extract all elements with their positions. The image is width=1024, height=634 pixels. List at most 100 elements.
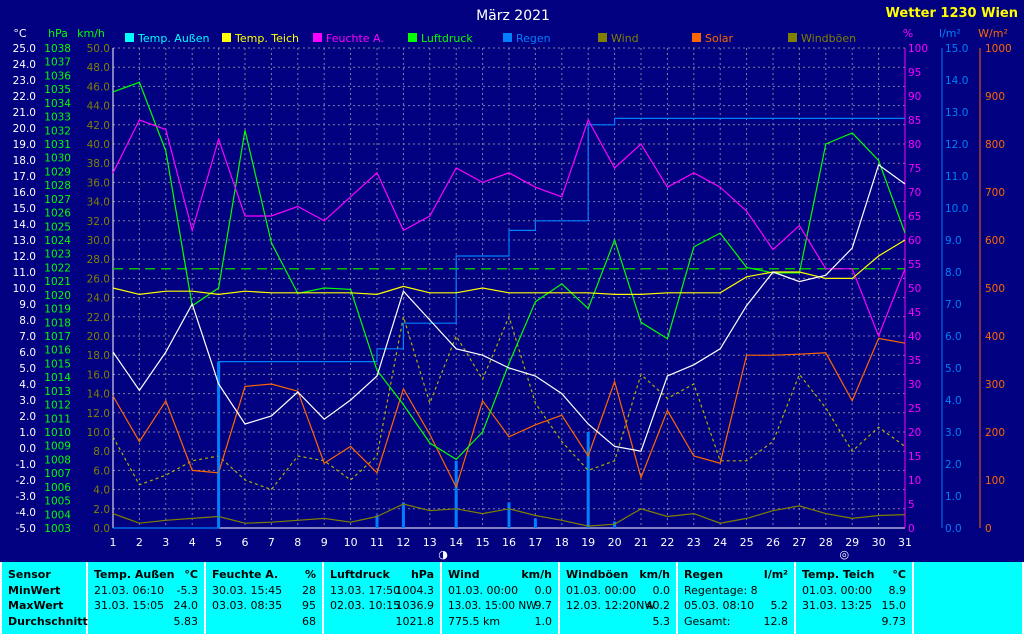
y-tick-percent: 15 bbox=[908, 451, 921, 463]
legend-label: Luftdruck bbox=[421, 32, 473, 45]
stats-min-time: 30.03. 15:45 bbox=[212, 584, 283, 597]
y-tick-celsius: -4.0 bbox=[16, 507, 37, 519]
y-tick-lm2: 15.0 bbox=[945, 43, 968, 55]
legend-swatch bbox=[598, 33, 607, 42]
x-tick-label: 14 bbox=[449, 536, 463, 549]
y-tick-lm2: 2.0 bbox=[945, 459, 962, 471]
y-tick-wm2: 0 bbox=[985, 523, 992, 535]
y-tick-hpa: 1024 bbox=[44, 235, 71, 247]
y-tick-celsius: 24.0 bbox=[13, 59, 36, 71]
rain-bar bbox=[586, 432, 590, 528]
x-tick-label: 18 bbox=[555, 536, 569, 549]
rain-bar bbox=[375, 515, 379, 528]
stats-avg-value: 9.73 bbox=[881, 615, 907, 628]
x-tick-label: 22 bbox=[660, 536, 674, 549]
x-tick-label: 12 bbox=[396, 536, 410, 549]
y-tick-wm2: 900 bbox=[985, 91, 1005, 103]
stats-min-value: 0.0 bbox=[534, 584, 553, 597]
x-tick-label: 29 bbox=[845, 536, 859, 549]
legend-label: Regen bbox=[516, 32, 551, 45]
y-tick-celsius: 3.0 bbox=[19, 395, 36, 407]
stats-min-value: -5.3 bbox=[176, 584, 198, 597]
x-tick-label: 11 bbox=[370, 536, 384, 549]
weather-chart: -5.0 -4.0 -3.0 -2.0 -1.0 0.0 1.0 2.0 3.0 4.0 5.0 6.… bbox=[13, 6, 1018, 561]
legend-swatch bbox=[788, 33, 797, 42]
stats-column-wind: Wind km/h 01.03. 00:00 0.0 13.03. 15:00 … bbox=[442, 562, 558, 634]
x-tick-label: 16 bbox=[502, 536, 516, 549]
y-tick-percent: 0 bbox=[908, 523, 915, 535]
y-tick-hpa: 1015 bbox=[44, 358, 71, 370]
stats-max-time: 03.03. 08:35 bbox=[212, 599, 283, 612]
stats-avg-value: 5.3 bbox=[652, 615, 671, 628]
stats-max-time: 02.03. 10:15 bbox=[330, 599, 401, 612]
stats-unit: °C bbox=[892, 568, 906, 581]
series-line-solar bbox=[112, 337, 906, 489]
x-tick-label: 6 bbox=[242, 536, 249, 549]
x-tick-label: 2 bbox=[136, 536, 143, 549]
stats-column-empty bbox=[914, 562, 1022, 634]
y-tick-hpa: 1006 bbox=[44, 482, 71, 494]
y-tick-percent: 10 bbox=[908, 475, 921, 487]
rain-bar bbox=[533, 518, 537, 528]
x-tick-label: 1 bbox=[110, 536, 117, 549]
stats-name: Regen bbox=[684, 568, 724, 581]
y-tick-celsius: -5.0 bbox=[16, 523, 37, 535]
x-tick-label: 3 bbox=[162, 536, 169, 549]
y-tick-hpa: 1012 bbox=[44, 400, 71, 412]
legend-swatch bbox=[692, 33, 701, 42]
rain-bar bbox=[454, 460, 458, 528]
y-tick-wm2: 1000 bbox=[985, 43, 1012, 55]
y-tick-kmh: 40.0 bbox=[87, 139, 110, 151]
y-tick-kmh: 22.0 bbox=[87, 312, 110, 324]
stats-distance: 775.5 km bbox=[448, 615, 501, 628]
stats-max-value: 95 bbox=[302, 599, 316, 612]
y-tick-celsius: 8.0 bbox=[19, 315, 36, 327]
stats-name: Temp. Teich bbox=[802, 568, 875, 581]
y-tick-kmh: 2.0 bbox=[93, 504, 110, 516]
x-tick-label: 10 bbox=[344, 536, 358, 549]
legend-swatch bbox=[125, 33, 134, 42]
stats-min-value: 28 bbox=[302, 584, 316, 597]
series-line-temp-au-en bbox=[112, 163, 906, 452]
stats-column-feuchte: Feuchte A. % 30.03. 15:45 28 03.03. 08:3… bbox=[206, 562, 322, 634]
stats-unit: km/h bbox=[521, 568, 552, 581]
legend-label: Temp. Teich bbox=[234, 32, 299, 45]
stats-label-min: MinWert bbox=[8, 584, 61, 597]
unit-percent: % bbox=[903, 27, 913, 40]
y-tick-celsius: 2.0 bbox=[19, 411, 36, 423]
y-tick-wm2: 300 bbox=[985, 379, 1005, 391]
y-tick-celsius: 4.0 bbox=[19, 379, 36, 391]
y-tick-hpa: 1027 bbox=[44, 194, 71, 206]
y-tick-percent: 95 bbox=[908, 67, 921, 79]
y-tick-lm2: 1.0 bbox=[945, 491, 962, 503]
x-tick-label: 4 bbox=[189, 536, 196, 549]
stats-max-value: 40.2 bbox=[645, 599, 671, 612]
y-tick-wm2: 200 bbox=[985, 427, 1005, 439]
y-tick-hpa: 1018 bbox=[44, 317, 71, 329]
series-line-windb-en bbox=[112, 315, 906, 491]
y-tick-kmh: 8.0 bbox=[93, 446, 110, 458]
y-tick-percent: 40 bbox=[908, 331, 921, 343]
y-tick-kmh: 28.0 bbox=[87, 254, 110, 266]
y-tick-celsius: 17.0 bbox=[13, 171, 36, 183]
chart-legend: Temp. Außen Temp. Teich Feuchte A. Luftdruc… bbox=[125, 32, 856, 45]
y-tick-percent: 45 bbox=[908, 307, 921, 319]
y-tick-kmh: 38.0 bbox=[87, 158, 110, 170]
stats-name: Luftdruck bbox=[330, 568, 390, 581]
y-tick-celsius: -3.0 bbox=[16, 491, 37, 503]
y-tick-celsius: 16.0 bbox=[13, 187, 36, 199]
y-tick-percent: 50 bbox=[908, 283, 921, 295]
series-line-feuchte-a- bbox=[112, 118, 906, 338]
stats-max-value: 15.0 bbox=[881, 599, 907, 612]
y-tick-kmh: 0.0 bbox=[93, 523, 110, 535]
y-tick-hpa: 1031 bbox=[44, 139, 71, 151]
stats-column-temp-teich: Temp. Teich °C 01.03. 00:00 8.9 31.03. 1… bbox=[796, 562, 912, 634]
y-tick-hpa: 1035 bbox=[44, 84, 71, 96]
moon-phase-icon: ◎ bbox=[839, 548, 849, 561]
y-tick-hpa: 1019 bbox=[44, 304, 71, 316]
stats-min-value: 0.0 bbox=[652, 584, 671, 597]
stats-unit: % bbox=[304, 568, 316, 581]
y-tick-lm2: 4.0 bbox=[945, 395, 962, 407]
stats-rain-days: Regentage: 8 bbox=[684, 584, 758, 597]
